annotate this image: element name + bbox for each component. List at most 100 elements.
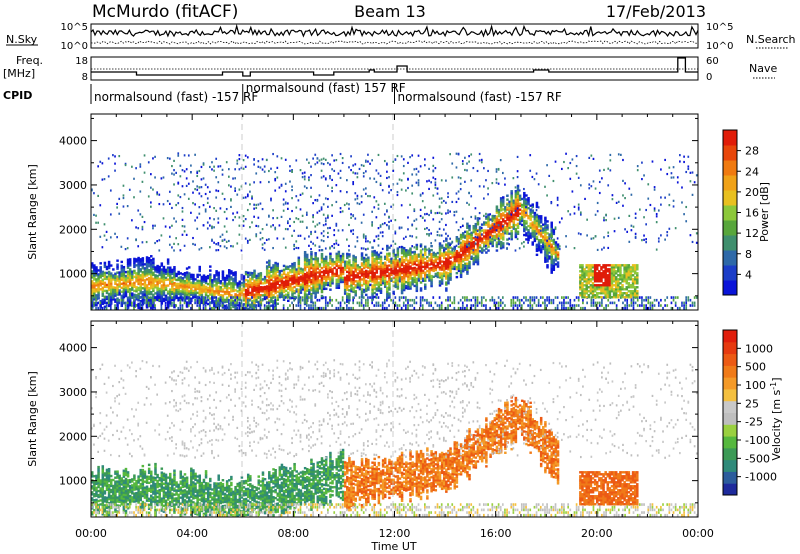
echo-cell xyxy=(246,279,250,283)
echo-cell xyxy=(314,266,317,269)
echo-cell xyxy=(396,255,400,258)
echo-cell xyxy=(341,278,345,282)
echo-cell xyxy=(141,241,144,244)
echo-cell xyxy=(367,264,370,267)
echo-cell xyxy=(350,272,353,275)
echo-cell xyxy=(468,192,470,195)
echo-cell xyxy=(221,173,224,176)
echo-cell xyxy=(346,256,349,260)
echo-cell xyxy=(135,167,137,170)
echo-cell xyxy=(327,281,330,285)
echo-cell xyxy=(179,276,183,279)
echo-cell xyxy=(200,275,204,279)
echo-cell xyxy=(173,249,175,252)
freq-tick-high: 18 xyxy=(75,56,88,67)
echo-cell xyxy=(428,259,431,262)
echo-cell xyxy=(284,182,287,185)
echo-cell xyxy=(177,288,180,292)
echo-cell xyxy=(120,282,124,286)
echo-cell xyxy=(364,275,368,279)
echo-cell xyxy=(190,273,193,277)
echo-cell xyxy=(287,207,289,210)
echo-cell xyxy=(263,289,267,293)
echo-cell xyxy=(440,244,444,247)
echo-cell xyxy=(310,258,313,262)
echo-cell xyxy=(314,244,317,247)
echo-cell xyxy=(305,265,309,269)
echo-cell xyxy=(116,259,119,262)
echo-cell xyxy=(434,239,437,242)
echo-cell xyxy=(204,279,208,283)
echo-cell xyxy=(417,261,421,264)
echo-cell xyxy=(369,195,371,198)
echo-cell xyxy=(352,288,355,292)
echo-cell xyxy=(128,301,131,305)
echo-cell xyxy=(99,204,102,207)
echo-cell xyxy=(316,157,319,160)
echo-cell xyxy=(430,260,433,264)
echo-cell xyxy=(453,298,456,302)
echo-cell xyxy=(145,284,149,287)
echo-cell xyxy=(209,224,211,227)
echo-cell xyxy=(276,294,279,297)
echo-cell xyxy=(97,287,100,290)
echo-cell xyxy=(219,286,223,289)
echo-cell xyxy=(308,274,311,278)
echo-cell xyxy=(324,298,327,302)
echo-cell xyxy=(272,268,275,271)
echo-cell xyxy=(238,224,241,227)
echo-cell xyxy=(109,276,113,279)
echo-cell xyxy=(371,272,374,275)
echo-cell xyxy=(333,229,336,232)
echo-cell xyxy=(238,154,241,157)
echo-cell xyxy=(194,219,196,222)
echo-cell xyxy=(310,195,312,198)
echo-cell xyxy=(516,207,519,210)
echo-cell xyxy=(150,269,153,272)
echo-cell xyxy=(183,274,187,277)
echo-cell xyxy=(202,177,205,180)
echo-cell xyxy=(183,230,186,233)
echo-cell xyxy=(396,253,400,256)
echo-cell xyxy=(103,281,107,285)
echo-cell xyxy=(251,275,254,279)
echo-cell xyxy=(360,264,364,267)
echo-cell xyxy=(284,296,287,299)
echo-cell xyxy=(190,301,192,305)
echo-cell xyxy=(337,260,341,264)
echo-cell xyxy=(316,261,320,264)
echo-cell xyxy=(215,176,218,179)
echo-cell xyxy=(312,291,315,295)
echo-cell xyxy=(405,235,407,238)
echo-cell xyxy=(154,270,157,273)
echo-cell xyxy=(310,174,312,177)
echo-cell xyxy=(99,284,102,287)
echo-cell xyxy=(396,263,400,266)
echo-cell xyxy=(367,262,370,265)
echo-cell xyxy=(308,276,311,280)
echo-cell xyxy=(232,289,235,293)
echo-cell xyxy=(310,186,312,189)
echo-cell xyxy=(375,255,379,258)
echo-cell xyxy=(95,301,97,305)
echo-cell xyxy=(305,226,308,229)
echo-cell xyxy=(430,301,433,305)
echo-cell xyxy=(535,172,538,175)
echo-cell xyxy=(318,249,321,252)
echo-cell xyxy=(409,298,411,302)
echo-cell xyxy=(367,304,369,307)
echo-cell xyxy=(183,275,187,279)
echo-cell xyxy=(105,265,109,269)
echo-cell xyxy=(343,266,347,269)
echo-cell xyxy=(352,171,355,174)
freq-panel: Freq. [MHz] 18 8 60 0 Nave xyxy=(3,54,777,83)
echo-cell xyxy=(196,291,199,295)
echo-cell xyxy=(120,296,124,300)
echo-cell xyxy=(156,288,159,292)
echo-cell xyxy=(221,288,225,291)
echo-cell xyxy=(405,270,408,274)
echo-cell xyxy=(219,298,222,302)
echo-cell xyxy=(388,254,391,257)
echo-cell xyxy=(495,170,498,173)
echo-cell xyxy=(204,296,207,299)
